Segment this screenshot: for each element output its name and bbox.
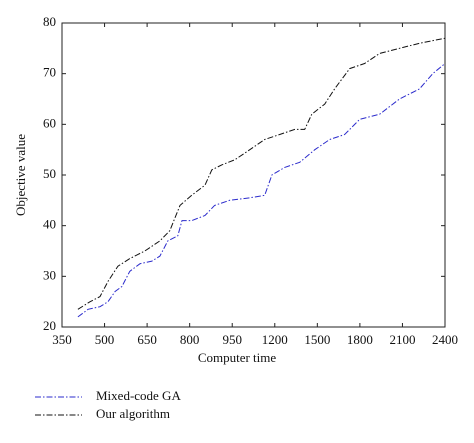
x-tick-label: 650	[137, 332, 157, 347]
legend-label: Mixed-code GA	[96, 388, 181, 403]
x-tick-label: 1200	[262, 332, 288, 347]
series-line	[77, 37, 446, 310]
x-axis-label: Computer time	[198, 350, 277, 365]
y-tick-label: 60	[43, 115, 56, 130]
y-axis-label: Objective value	[13, 134, 28, 216]
x-tick-label: 500	[95, 332, 115, 347]
series-line	[77, 63, 446, 318]
y-tick-label: 30	[43, 267, 56, 282]
x-tick-label: 2400	[432, 332, 458, 347]
x-tick-label: 350	[52, 332, 72, 347]
y-tick-label: 50	[43, 166, 56, 181]
plot-frame	[61, 22, 446, 328]
y-tick-label: 70	[43, 65, 56, 80]
x-tick-label: 950	[222, 332, 242, 347]
legend-label: Our algorithm	[96, 406, 170, 421]
x-tick-label: 2100	[389, 332, 415, 347]
y-tick-label: 20	[43, 318, 56, 333]
x-tick-label: 1800	[347, 332, 373, 347]
x-tick-label: 800	[180, 332, 200, 347]
x-tick-label: 1500	[304, 332, 330, 347]
y-tick-label: 40	[43, 217, 56, 232]
y-tick-label: 80	[43, 14, 56, 29]
